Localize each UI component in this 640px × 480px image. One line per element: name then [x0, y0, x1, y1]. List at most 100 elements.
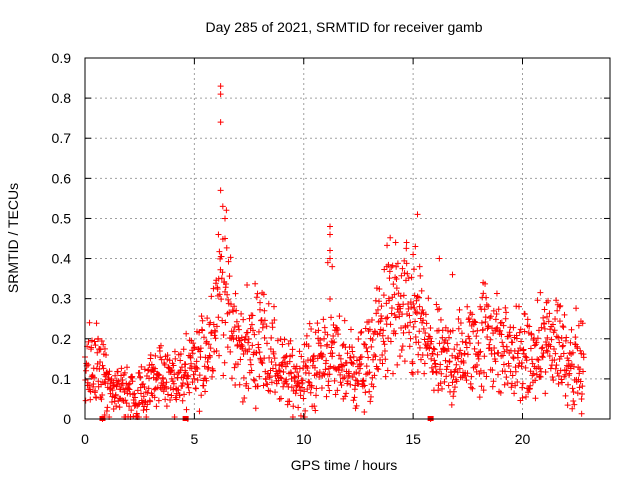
data-point — [412, 243, 419, 250]
data-point — [474, 361, 480, 368]
data-point — [551, 356, 558, 363]
data-point — [232, 290, 239, 297]
data-point — [156, 348, 163, 355]
data-point — [466, 335, 473, 342]
data-point — [387, 234, 394, 241]
data-point — [151, 386, 158, 393]
data-point — [230, 308, 237, 315]
data-point — [136, 400, 143, 407]
data-point — [175, 387, 182, 394]
data-point — [436, 305, 443, 312]
data-point — [394, 260, 401, 267]
data-point — [357, 329, 364, 336]
data-point — [535, 356, 542, 363]
data-point — [366, 326, 373, 333]
data-point — [512, 368, 519, 375]
data-point — [387, 338, 394, 345]
data-point — [538, 324, 545, 331]
data-point — [313, 392, 319, 399]
data-point — [123, 400, 130, 407]
data-point — [252, 280, 259, 287]
data-point — [259, 360, 266, 367]
data-point — [293, 363, 300, 370]
data-point — [308, 382, 315, 389]
data-point — [344, 350, 351, 357]
data-point — [257, 299, 263, 306]
data-point — [500, 361, 507, 368]
data-point — [421, 336, 428, 343]
data-point — [480, 279, 487, 286]
data-point — [366, 369, 373, 376]
data-point — [372, 297, 379, 304]
data-point — [367, 393, 374, 400]
data-point — [257, 306, 263, 313]
data-point — [231, 303, 238, 310]
data-point — [116, 404, 123, 411]
data-point — [559, 323, 566, 330]
data-point — [554, 370, 561, 377]
data-point — [392, 239, 399, 246]
data-point — [400, 329, 407, 336]
data-point — [502, 368, 508, 375]
data-point — [361, 409, 368, 416]
data-point — [524, 316, 531, 323]
data-point — [479, 326, 486, 333]
data-point — [236, 326, 242, 333]
data-point — [89, 373, 96, 380]
data-point — [534, 335, 541, 342]
data-point — [91, 338, 98, 345]
data-point — [203, 340, 210, 347]
data-point — [427, 335, 434, 342]
data-point — [533, 339, 540, 346]
data-point — [271, 316, 278, 323]
data-point — [87, 388, 94, 395]
data-point — [353, 369, 360, 376]
data-point — [449, 352, 456, 359]
data-point — [312, 407, 319, 414]
data-point — [95, 378, 102, 385]
data-point — [140, 393, 147, 400]
data-point — [405, 275, 412, 282]
data-point — [370, 383, 377, 390]
data-point — [509, 339, 516, 346]
data-point — [141, 366, 148, 373]
data-point — [219, 269, 226, 276]
data-point — [493, 290, 500, 297]
data-point — [374, 365, 381, 372]
data-point — [433, 301, 440, 308]
data-point — [497, 320, 504, 327]
data-point — [176, 392, 183, 399]
data-point — [350, 397, 357, 404]
data-point — [504, 380, 511, 387]
data-point — [491, 344, 498, 351]
data-point — [371, 351, 378, 358]
data-point — [166, 357, 173, 364]
data-point — [572, 334, 579, 341]
data-point — [85, 338, 92, 345]
data-point — [229, 375, 235, 382]
data-point — [522, 364, 529, 371]
data-point — [264, 381, 271, 388]
data-point — [253, 294, 260, 301]
data-point — [300, 358, 307, 365]
data-point — [127, 374, 134, 381]
data-point — [410, 251, 417, 258]
data-point — [508, 384, 515, 391]
data-point — [463, 344, 470, 351]
data-point — [539, 354, 546, 361]
data-point — [133, 410, 140, 417]
data-point — [517, 326, 524, 333]
data-point — [392, 314, 399, 321]
data-point — [527, 382, 534, 389]
data-point — [283, 376, 290, 383]
data-point — [528, 356, 535, 363]
data-point — [523, 357, 530, 364]
data-point — [463, 377, 470, 384]
data-point — [476, 394, 483, 401]
data-point — [323, 357, 330, 364]
data-point — [100, 341, 107, 348]
data-point — [475, 340, 482, 347]
data-point — [350, 353, 357, 360]
data-point — [542, 368, 549, 375]
